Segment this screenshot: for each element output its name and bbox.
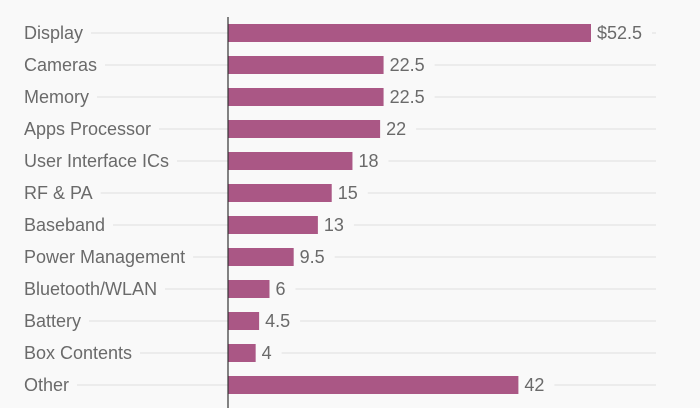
category-labels: Display Cameras Memory Apps Processor User I… <box>24 23 185 395</box>
bar-power-management <box>228 248 294 266</box>
bar-battery <box>228 312 260 330</box>
category-label: RF & PA <box>24 183 93 203</box>
category-label: Other <box>24 375 69 395</box>
category-label: Display <box>24 23 83 43</box>
bar-user-interface-ics <box>228 152 353 170</box>
category-label: Power Management <box>24 247 185 267</box>
category-label: Bluetooth/WLAN <box>24 279 157 299</box>
value-label: 9.5 <box>300 247 325 267</box>
value-label: 13 <box>324 215 344 235</box>
value-label: 6 <box>275 279 285 299</box>
bar-display <box>228 24 591 42</box>
category-label: Baseband <box>24 215 105 235</box>
value-label: 22.5 <box>390 55 425 75</box>
value-label: 15 <box>338 183 358 203</box>
category-label: Apps Processor <box>24 119 151 139</box>
bar-apps-processor <box>228 120 381 138</box>
category-label: Battery <box>24 311 81 331</box>
category-label: Box Contents <box>24 343 132 363</box>
category-label: User Interface ICs <box>24 151 169 171</box>
category-label: Memory <box>24 87 89 107</box>
value-label: 4.5 <box>265 311 290 331</box>
bar-bluetooth-wlan <box>228 280 270 298</box>
category-label: Cameras <box>24 55 97 75</box>
bar-baseband <box>228 216 318 234</box>
value-label: 22 <box>386 119 406 139</box>
bar-cameras <box>228 56 384 74</box>
value-label: 18 <box>358 151 378 171</box>
bar-box-contents <box>228 344 256 362</box>
gridlines <box>77 32 656 386</box>
bars <box>228 24 591 394</box>
value-label: $52.5 <box>597 23 642 43</box>
value-label: 42 <box>524 375 544 395</box>
bar-rf-pa <box>228 184 332 202</box>
value-label: 22.5 <box>390 87 425 107</box>
bar-memory <box>228 88 384 106</box>
value-label: 4 <box>262 343 272 363</box>
bar-other <box>228 376 519 394</box>
